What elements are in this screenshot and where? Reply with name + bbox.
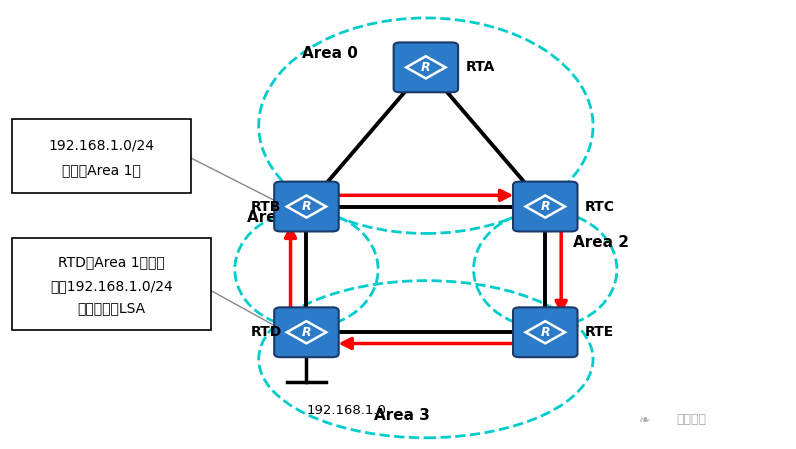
FancyBboxPatch shape	[12, 119, 191, 193]
Text: 192.168.1.0/24: 192.168.1.0/24	[49, 139, 154, 153]
Text: R: R	[302, 200, 311, 213]
Text: 运维少年: 运维少年	[677, 414, 707, 426]
Polygon shape	[525, 321, 565, 343]
FancyBboxPatch shape	[513, 307, 578, 357]
Polygon shape	[525, 195, 565, 218]
FancyBboxPatch shape	[12, 238, 211, 330]
Text: R: R	[302, 326, 311, 339]
Polygon shape	[406, 56, 446, 79]
Text: 关于192.168.1.0/24: 关于192.168.1.0/24	[50, 279, 173, 293]
Text: 网段的三类LSA: 网段的三类LSA	[77, 302, 146, 316]
Text: RTD向Area 1中发送: RTD向Area 1中发送	[58, 255, 165, 269]
Text: Area 1: Area 1	[247, 210, 302, 225]
Text: 192.168.1.0: 192.168.1.0	[306, 405, 386, 417]
Text: Area 3: Area 3	[374, 408, 430, 423]
FancyBboxPatch shape	[394, 43, 458, 92]
Text: RTB: RTB	[251, 199, 281, 214]
FancyBboxPatch shape	[513, 181, 578, 232]
Text: RTC: RTC	[585, 199, 615, 214]
FancyBboxPatch shape	[274, 181, 339, 232]
Text: 发布在Area 1中: 发布在Area 1中	[62, 163, 141, 177]
Text: RTD: RTD	[251, 325, 282, 339]
Text: R: R	[540, 326, 550, 339]
Text: RTA: RTA	[466, 60, 495, 75]
Text: RTE: RTE	[585, 325, 615, 339]
Text: R: R	[421, 61, 431, 74]
Text: Area 0: Area 0	[302, 46, 358, 62]
Polygon shape	[287, 195, 326, 218]
Text: R: R	[540, 200, 550, 213]
Polygon shape	[287, 321, 326, 343]
FancyBboxPatch shape	[274, 307, 339, 357]
Text: ❧: ❧	[639, 413, 650, 427]
Text: Area 2: Area 2	[573, 235, 629, 250]
